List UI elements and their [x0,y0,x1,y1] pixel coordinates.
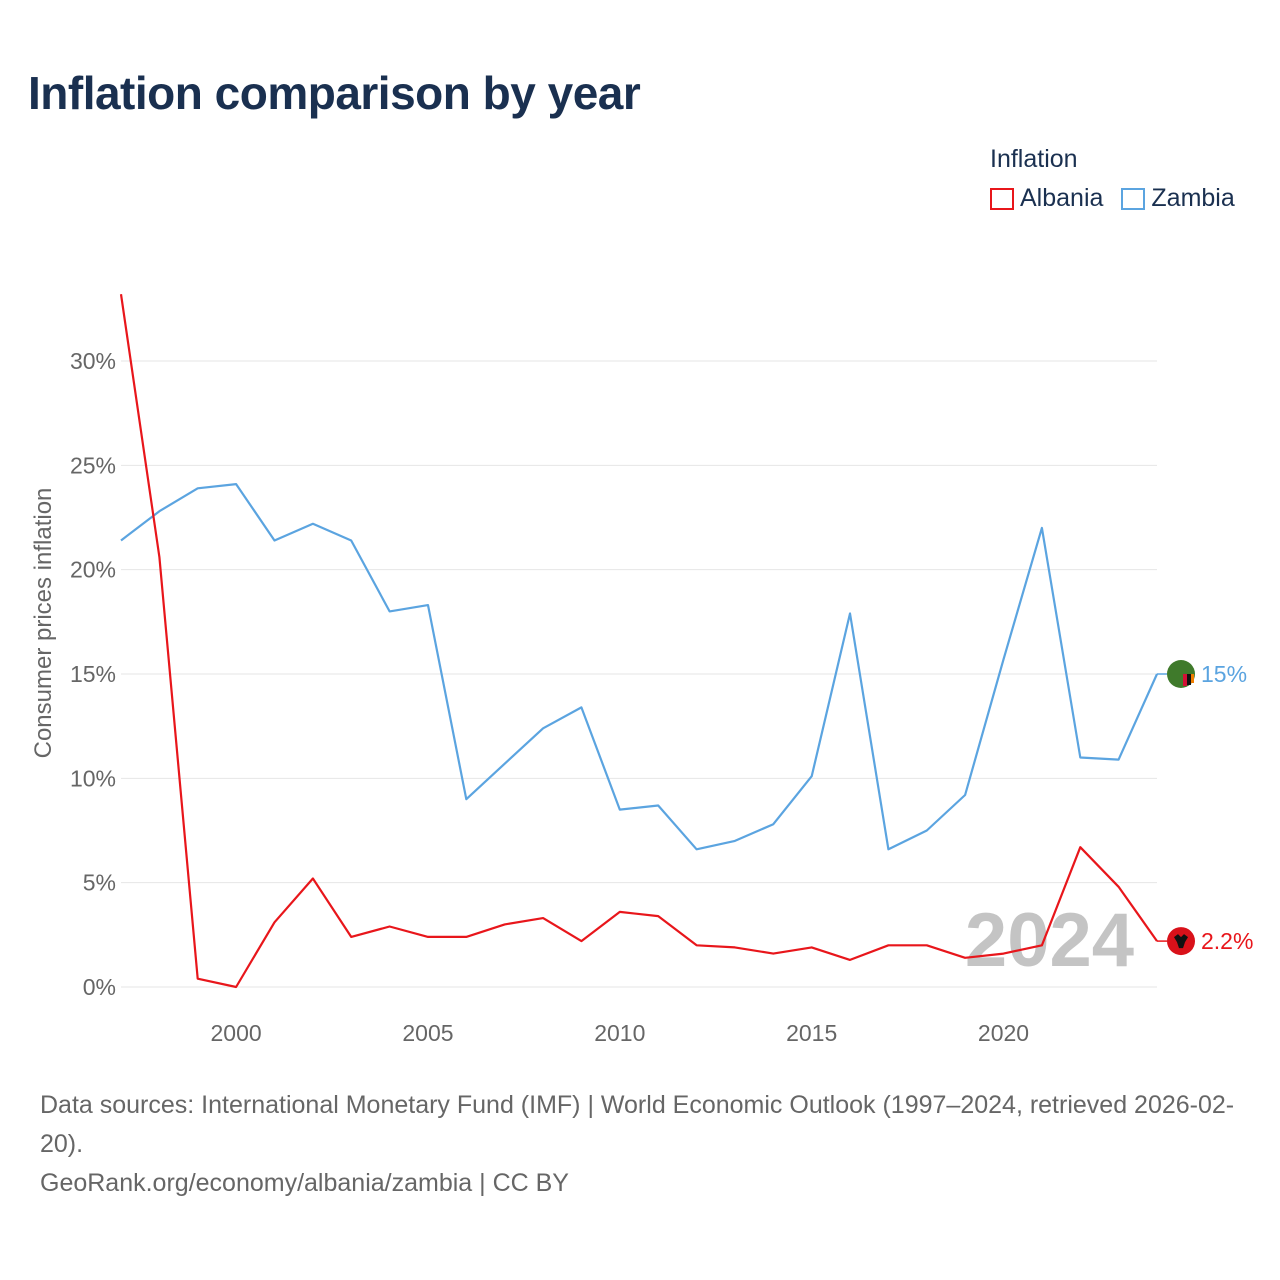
legend-item-albania[interactable]: Albania [990,184,1103,213]
x-tick-label: 2010 [594,1020,645,1046]
credit-line: GeoRank.org/economy/albania/zambia | CC … [40,1169,569,1197]
x-tick-label: 2015 [786,1020,837,1046]
data-sources: Data sources: International Monetary Fun… [40,1091,1235,1158]
line-chart: 0% 5% 10% 15% 20% 25% 30% 2000 2005 2010 2015 2020 C… [30,294,1253,1046]
x-tick-label: 2000 [211,1020,262,1046]
y-axis-title: Consumer prices inflation [30,488,57,759]
zambia-flag-stripe [1183,674,1187,686]
end-label-albania: 2.2% [1201,928,1253,954]
series-line-albania [119,294,1158,989]
series-line-zambia [120,483,1159,851]
end-label-zambia: 15% [1201,661,1247,687]
zambia-flag-stripe [1187,674,1191,685]
year-watermark: 2024 [965,898,1134,983]
y-tick-label: 0% [83,974,116,1000]
legend-label-zambia: Zambia [1151,184,1235,212]
legend-label-albania: Albania [1020,184,1104,212]
x-tick-label: 2020 [978,1020,1029,1046]
footer: Data sources: International Monetary Fun… [40,1086,1250,1203]
albania-eagle-icon [1174,934,1188,949]
legend: Inflation Albania Zambia [990,145,1235,213]
zambia-flag-stripe [1191,674,1194,683]
y-tick-label: 30% [70,348,116,374]
chart-title: Inflation comparison by year [28,67,641,119]
legend-swatch-albania [990,187,1014,210]
x-tick-label: 2005 [402,1020,453,1046]
y-tick-label: 20% [70,557,116,583]
legend-title: Inflation [990,145,1078,173]
y-tick-label: 5% [83,870,116,896]
y-tick-label: 15% [70,661,116,687]
legend-swatch-zambia [1121,187,1146,210]
y-tick-label: 25% [70,452,116,478]
legend-item-zambia[interactable]: Zambia [1121,184,1235,213]
y-tick-label: 10% [70,765,116,791]
